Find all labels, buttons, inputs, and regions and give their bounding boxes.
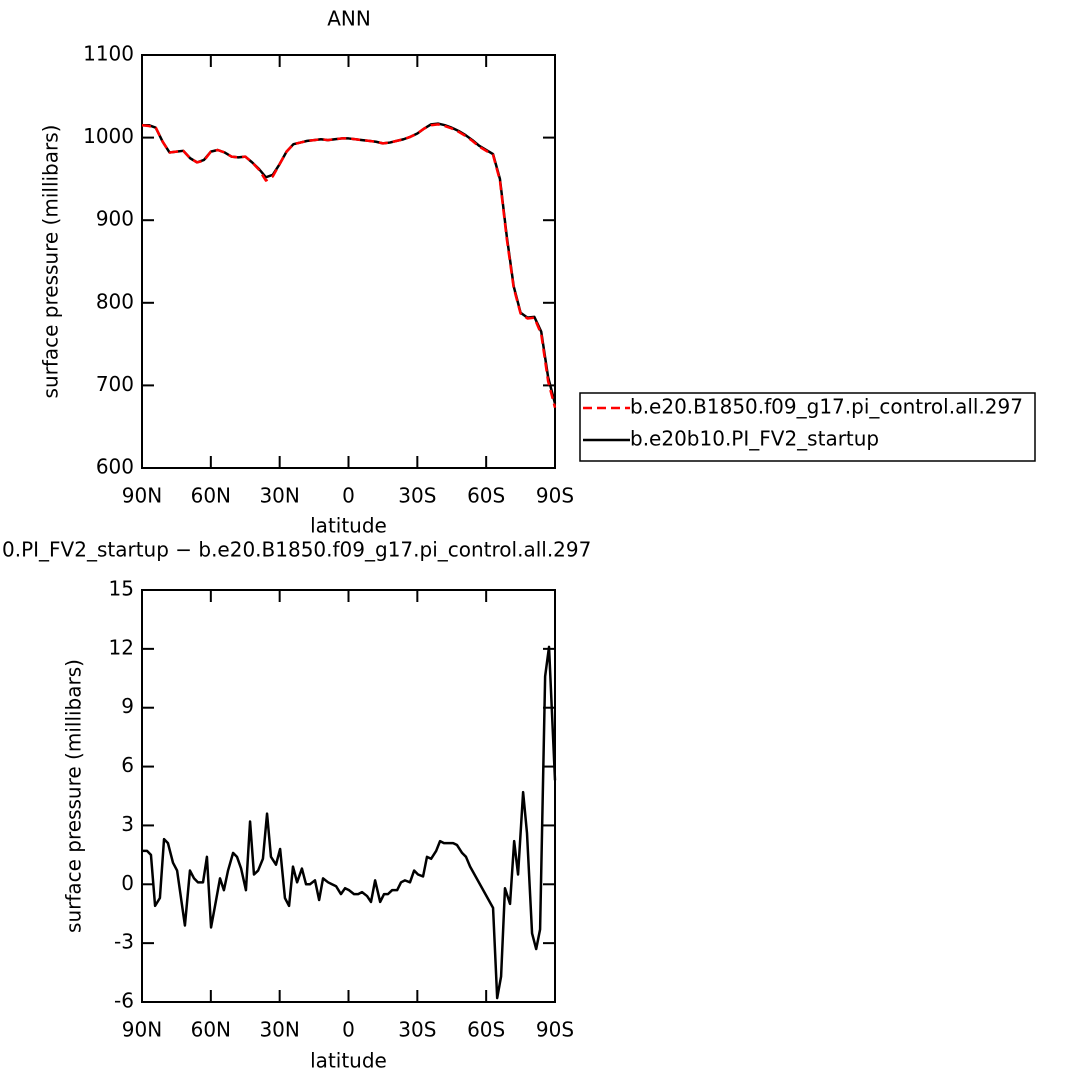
x-axis-label: latitude bbox=[310, 514, 387, 538]
x-tick-label: 60S bbox=[467, 1018, 505, 1042]
plot-frame bbox=[141, 54, 556, 469]
y-tick-label: 12 bbox=[109, 635, 134, 659]
data-line bbox=[142, 645, 557, 1000]
x-tick-label: 0 bbox=[342, 484, 355, 508]
x-tick-label: 0 bbox=[342, 1018, 355, 1042]
x-tick-label: 60N bbox=[191, 484, 231, 508]
y-tick-label: 0 bbox=[121, 871, 134, 895]
y-tick-label: 1000 bbox=[83, 124, 134, 148]
chart-title: ANN bbox=[327, 7, 371, 31]
y-axis-label: surface pressure (millibars) bbox=[62, 659, 86, 933]
x-tick-label: 30S bbox=[398, 484, 436, 508]
x-tick-label: 60S bbox=[467, 484, 505, 508]
data-line bbox=[141, 123, 557, 409]
y-tick-label: 15 bbox=[109, 577, 134, 601]
x-tick-label: 90N bbox=[122, 484, 162, 508]
chart-title: 0.PI_FV2_startup − b.e20.B1850.f09_g17.p… bbox=[2, 538, 591, 562]
x-tick-label: 90S bbox=[536, 1018, 574, 1042]
legend-label: b.e20.B1850.f09_g17.pi_control.all.297 bbox=[630, 395, 1023, 419]
x-tick-label: 30N bbox=[259, 1018, 299, 1042]
y-tick-label: -3 bbox=[114, 930, 134, 954]
y-tick-label: 800 bbox=[96, 289, 134, 313]
data-line bbox=[142, 122, 557, 404]
y-tick-label: 600 bbox=[96, 455, 134, 479]
plot-frame bbox=[141, 589, 556, 1003]
y-axis-label: surface pressure (millibars) bbox=[39, 125, 63, 399]
x-tick-label: 60N bbox=[191, 1018, 231, 1042]
x-tick-label: 90S bbox=[536, 484, 574, 508]
y-tick-label: 6 bbox=[121, 753, 134, 777]
y-tick-label: 3 bbox=[121, 812, 134, 836]
y-tick-label: 700 bbox=[96, 372, 134, 396]
legend-box bbox=[579, 392, 1036, 462]
x-tick-label: 30N bbox=[259, 484, 299, 508]
y-tick-label: -6 bbox=[114, 989, 134, 1013]
x-tick-label: 90N bbox=[122, 1018, 162, 1042]
legend-label: b.e20b10.PI_FV2_startup bbox=[630, 427, 879, 451]
y-tick-label: 9 bbox=[121, 694, 134, 718]
x-axis-label: latitude bbox=[310, 1049, 387, 1073]
x-tick-label: 30S bbox=[398, 1018, 436, 1042]
y-tick-label: 1100 bbox=[83, 42, 134, 66]
y-tick-label: 900 bbox=[96, 207, 134, 231]
